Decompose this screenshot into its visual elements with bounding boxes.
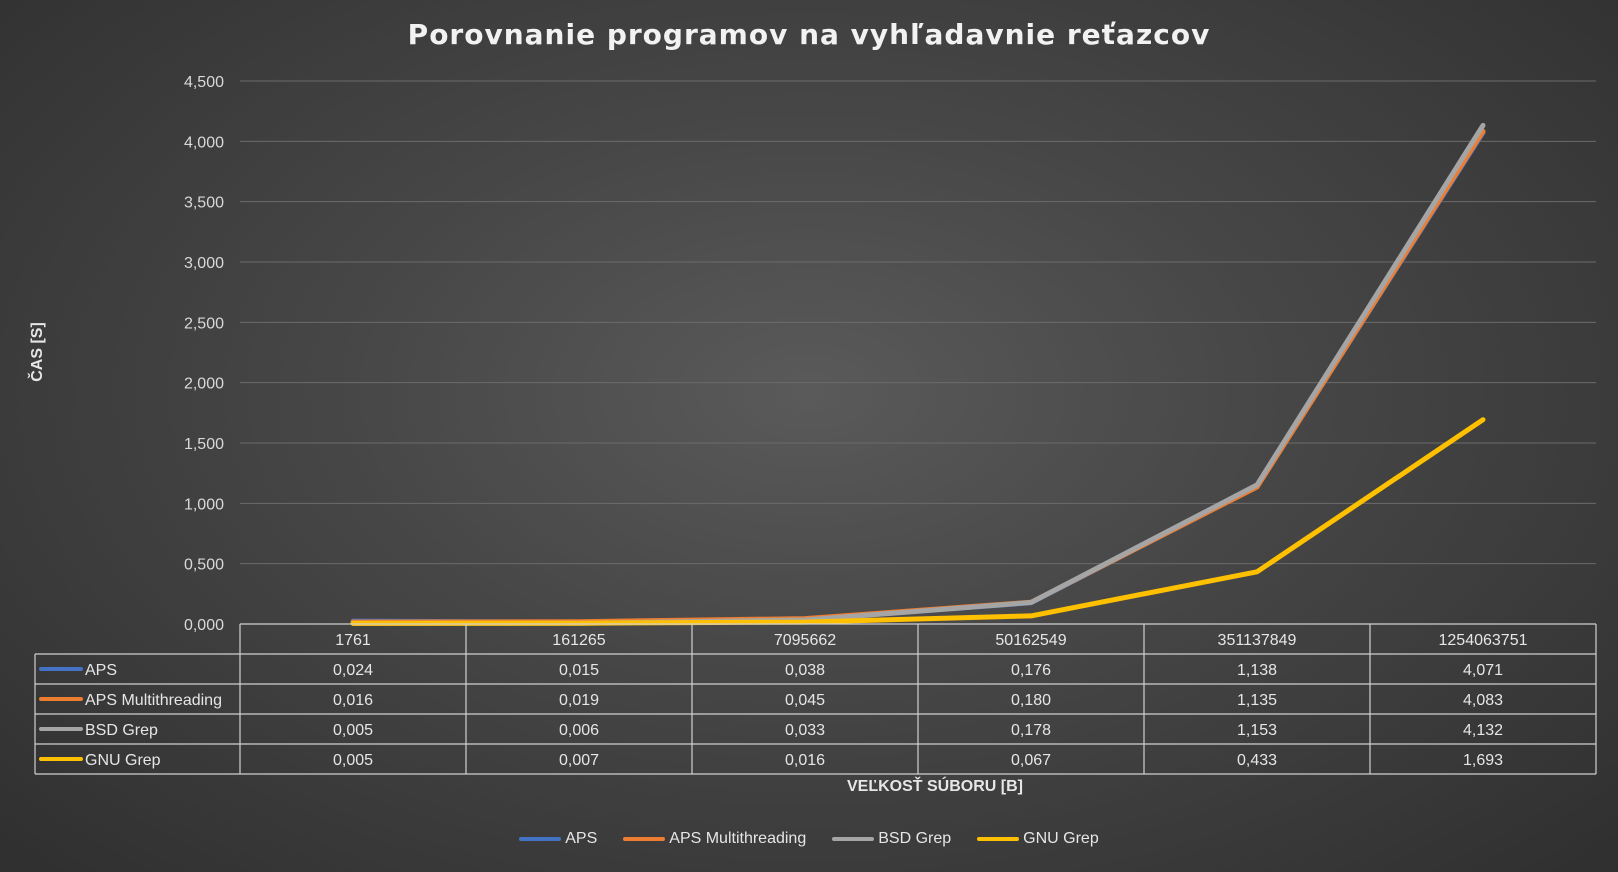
series-line-gnu-grep — [350, 417, 1486, 626]
legend: APS APS Multithreading BSD Grep GNU Grep — [0, 830, 1618, 848]
legend-item: GNU Grep — [977, 830, 1099, 848]
y-tick-label: 0,500 — [184, 557, 224, 574]
data-label: 0,067 — [1011, 752, 1051, 769]
legend-item: APS — [519, 830, 597, 848]
y-tick-label: 0,000 — [184, 617, 224, 634]
legend-label: APS Multithreading — [669, 830, 807, 847]
y-tick-label: 4,500 — [184, 74, 224, 91]
data-label: 4,132 — [1463, 722, 1503, 739]
data-label: 0,433 — [1237, 752, 1277, 769]
data-label: 0,178 — [1011, 722, 1051, 739]
legend-swatch — [832, 837, 875, 841]
series-lines — [350, 122, 1486, 626]
series-line-aps — [350, 130, 1486, 625]
y-tick-label: 3,000 — [184, 255, 224, 272]
data-label: 0,045 — [785, 692, 825, 709]
legend-label: BSD Grep — [878, 830, 952, 847]
data-label: 0,038 — [785, 662, 825, 679]
x-tick-label: 1761 — [335, 632, 371, 649]
y-tick-label: 1,000 — [184, 496, 224, 513]
data-label: 1,693 — [1463, 752, 1503, 769]
x-tick-label: 351137849 — [1218, 632, 1297, 649]
x-tick-label: 50162549 — [995, 632, 1066, 649]
data-label: 1,153 — [1237, 722, 1277, 739]
series-line-bsd-grep — [350, 122, 1486, 626]
legend-swatch — [623, 837, 666, 841]
y-tick-label: 4,000 — [184, 134, 224, 151]
y-axis-ticks: 0,000 0,500 1,000 1,500 2,000 2,500 3,000 3,500… — [184, 74, 224, 634]
data-label: 0,016 — [333, 692, 373, 709]
x-tick-label: 7095662 — [774, 632, 836, 649]
x-tick-label: 161265 — [552, 632, 605, 649]
table-series-name: APS Multithreading — [85, 692, 222, 709]
data-label: 0,019 — [559, 692, 599, 709]
table-series-name: BSD Grep — [85, 722, 158, 739]
data-label: 0,016 — [785, 752, 825, 769]
data-label: 0,015 — [559, 662, 599, 679]
x-tick-label: 1254063751 — [1439, 632, 1528, 649]
data-label: 0,005 — [333, 722, 373, 739]
y-tick-label: 3,500 — [184, 195, 224, 212]
y-tick-label: 1,500 — [184, 436, 224, 453]
legend-item: APS Multithreading — [623, 830, 806, 848]
x-axis-label: VEĽKOSŤ SÚBORU [B] — [847, 778, 1023, 795]
table-series-name: APS — [85, 662, 117, 679]
legend-label: APS — [565, 830, 598, 847]
data-label: 0,176 — [1011, 662, 1051, 679]
series-line-aps-multithreading — [350, 128, 1486, 625]
y-tick-label: 2,500 — [184, 315, 224, 332]
chart-title: Porovnanie programov na vyhľadavnie reťa… — [407, 18, 1211, 51]
data-label: 0,007 — [559, 752, 599, 769]
data-label: 0,033 — [785, 722, 825, 739]
data-label: 4,071 — [1463, 662, 1503, 679]
data-label: 1,135 — [1237, 692, 1277, 709]
table-series-name: GNU Grep — [85, 752, 161, 769]
data-label: 1,138 — [1237, 662, 1277, 679]
y-tick-label: 2,000 — [184, 376, 224, 393]
legend-swatch — [977, 837, 1020, 841]
legend-item: BSD Grep — [832, 830, 951, 848]
data-label: 0,005 — [333, 752, 373, 769]
data-label: 4,083 — [1463, 692, 1503, 709]
data-label: 0,024 — [333, 662, 373, 679]
gridlines — [240, 80, 1596, 565]
data-table: 1761 161265 7095662 50162549 351137849 125406… — [34, 623, 1597, 775]
data-label: 0,006 — [559, 722, 599, 739]
data-label: 0,180 — [1011, 692, 1051, 709]
legend-label: GNU Grep — [1023, 830, 1099, 847]
legend-swatch — [519, 837, 562, 841]
